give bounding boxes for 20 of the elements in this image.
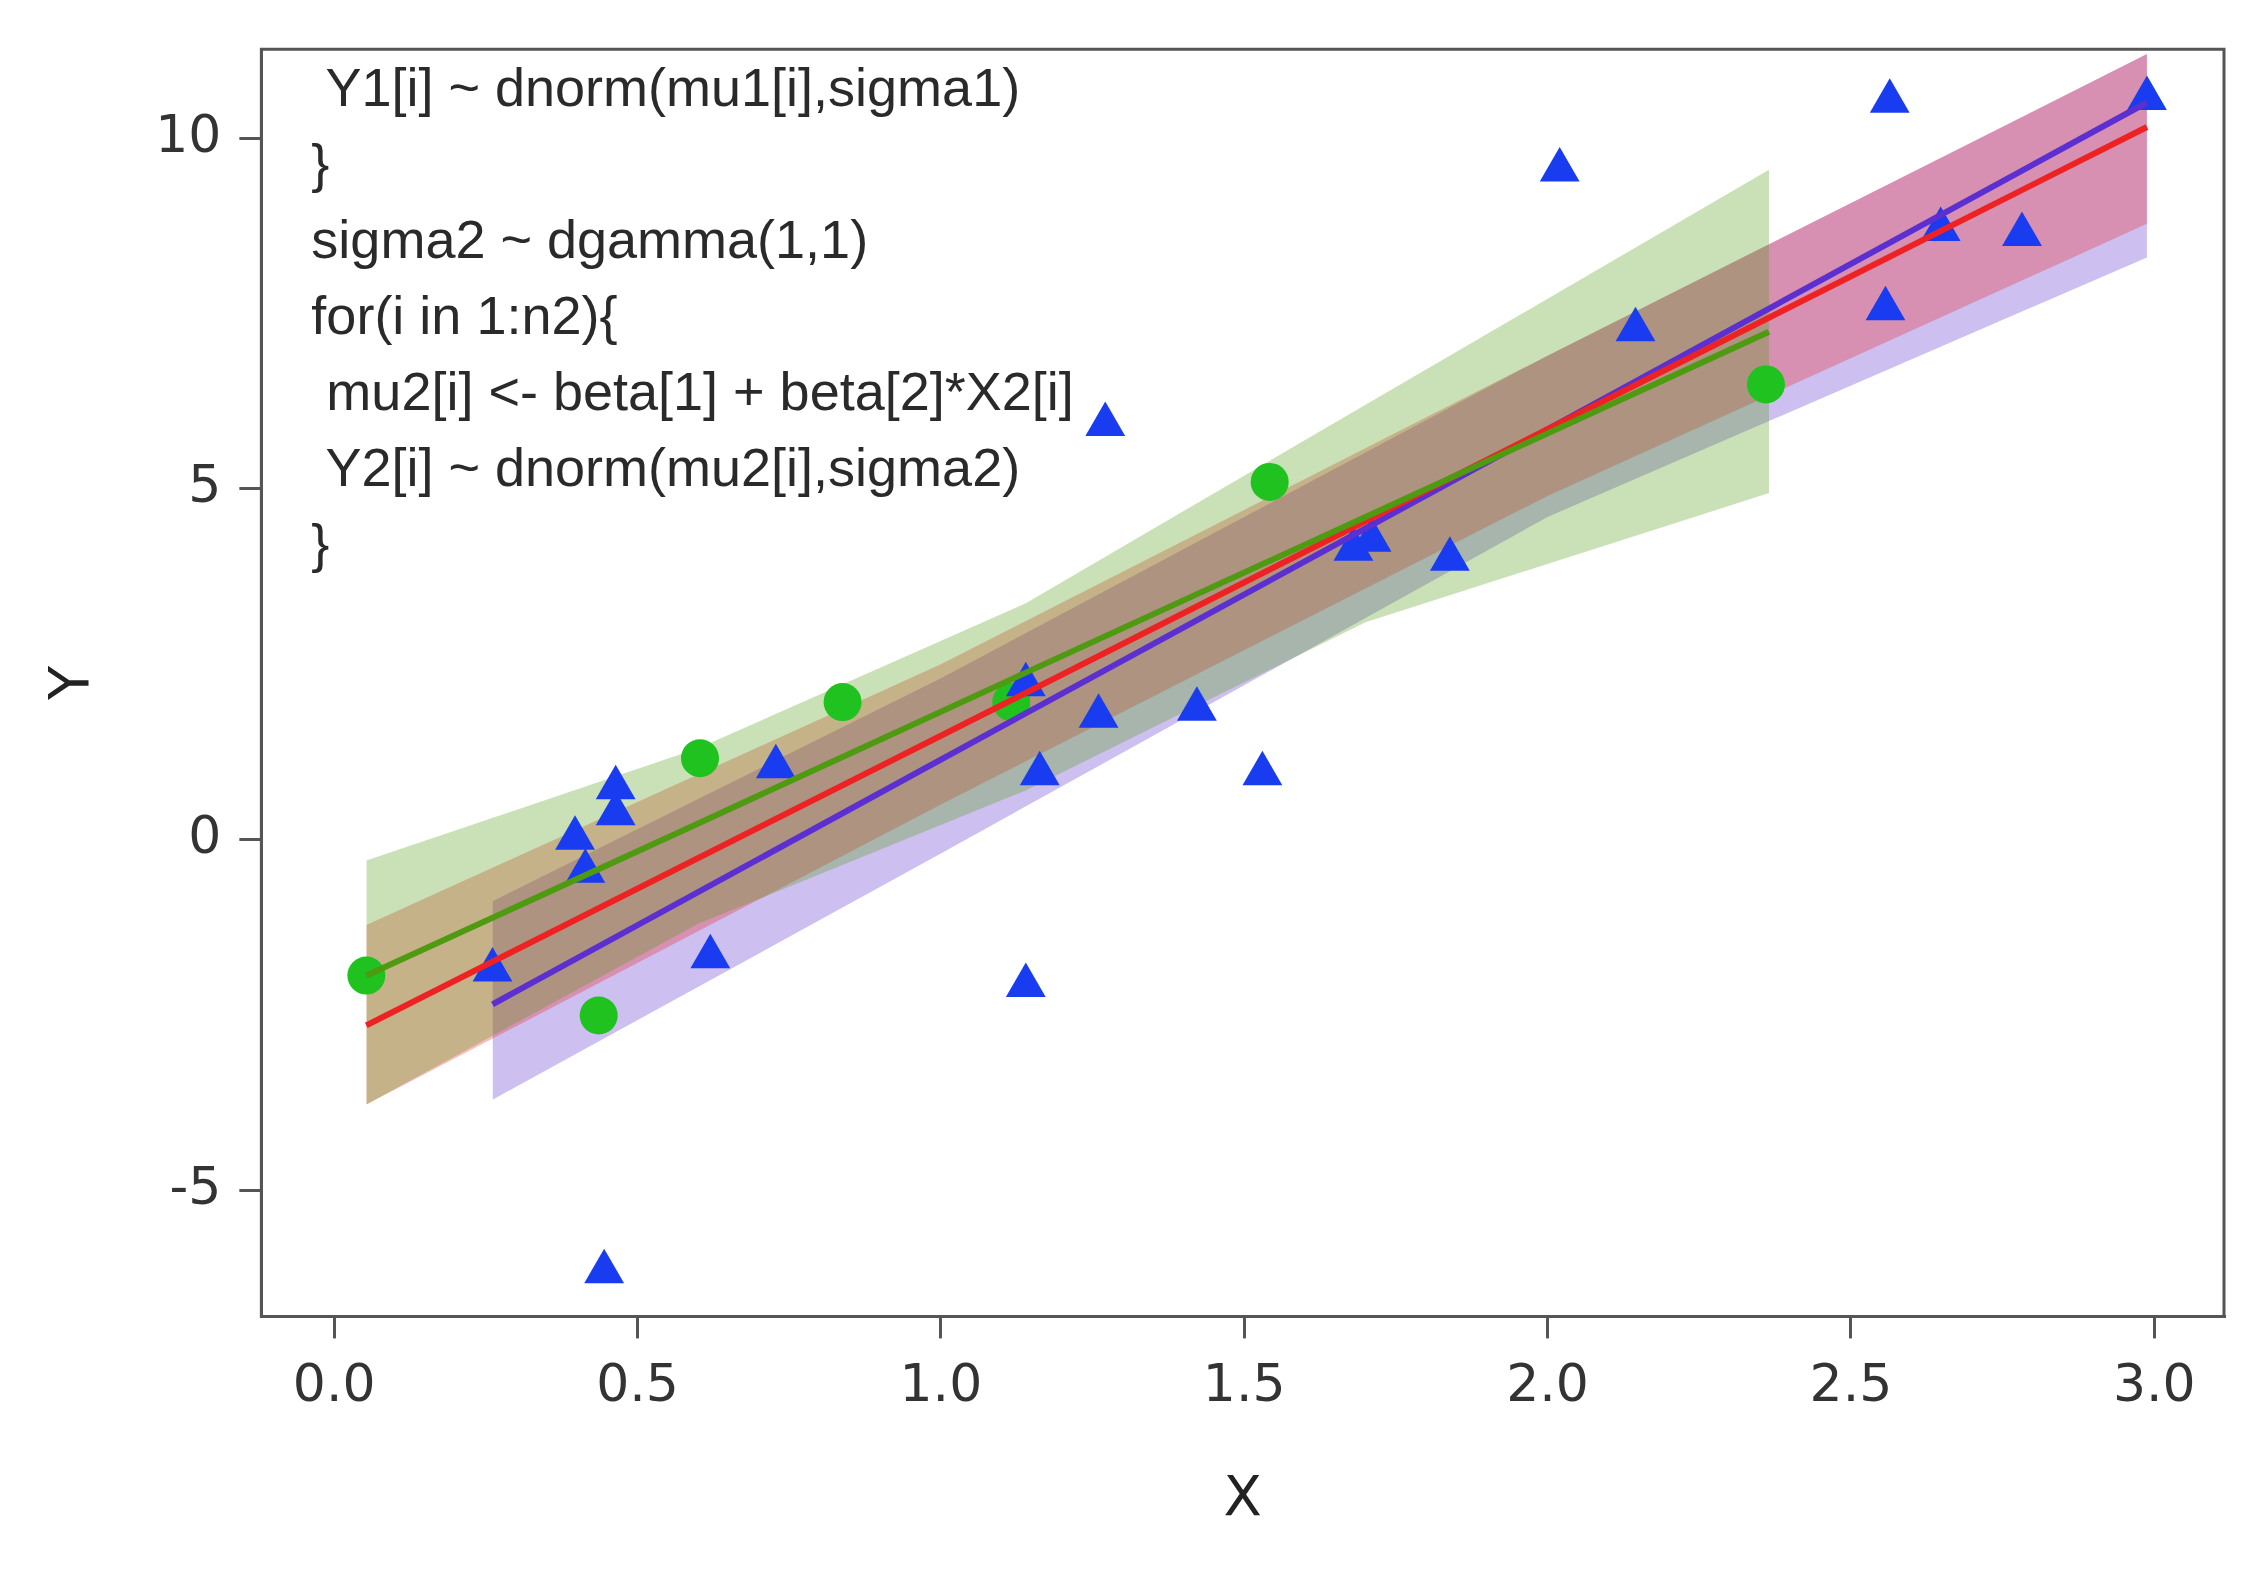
annotation: } <box>311 513 330 574</box>
y-tick-label: 5 <box>188 454 222 515</box>
y-tick-label: 0 <box>188 805 222 866</box>
annotation: Y1[i] ~ dnorm(mu1[i],sigma1) <box>311 57 1021 118</box>
annotation: sigma2 ~ dgamma(1,1) <box>311 209 869 270</box>
annotation: Y2[i] ~ dnorm(mu2[i],sigma2) <box>311 437 1021 498</box>
x-tick-label: 1.5 <box>1202 1353 1286 1414</box>
x-tick-label: 2.5 <box>1809 1353 1893 1414</box>
annotation: mu2[i] <- beta[1] + beta[2]*X2[i] <box>311 361 1074 422</box>
x-tick-label: 0.0 <box>292 1353 376 1414</box>
y-tick-label: -5 <box>169 1155 222 1216</box>
x-tick-label: 3.0 <box>2112 1353 2196 1414</box>
x-axis-title: X <box>1223 1462 1262 1528</box>
y-tick-label: 10 <box>155 103 222 164</box>
x-tick-label: 0.5 <box>596 1353 679 1414</box>
x-tick-label: 1.0 <box>899 1353 983 1414</box>
annotation: } <box>311 133 330 194</box>
annotation: for(i in 1:n2){ <box>311 285 618 346</box>
y-axis-title: Y <box>36 664 102 701</box>
x-tick-label: 2.0 <box>1506 1353 1589 1414</box>
